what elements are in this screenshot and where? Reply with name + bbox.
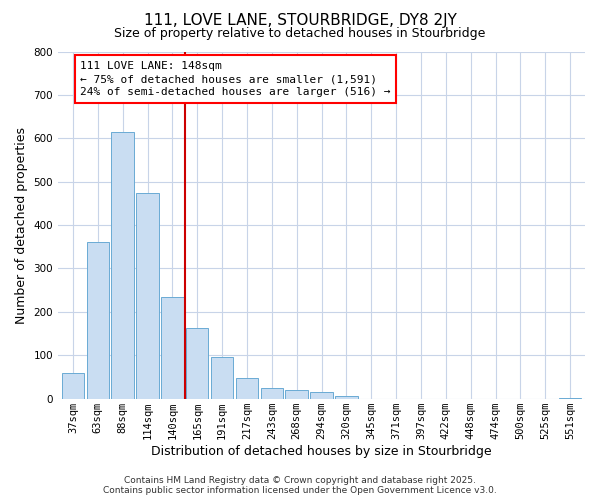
Bar: [62, 372, 84, 398]
Y-axis label: Number of detached properties: Number of detached properties: [15, 126, 28, 324]
Bar: [260, 388, 283, 398]
Bar: [136, 192, 159, 398]
Bar: [186, 328, 208, 398]
Bar: [286, 390, 308, 398]
Text: Contains HM Land Registry data © Crown copyright and database right 2025.: Contains HM Land Registry data © Crown c…: [124, 476, 476, 485]
Bar: [112, 132, 134, 398]
Bar: [86, 242, 109, 398]
Bar: [335, 396, 358, 398]
Bar: [236, 378, 258, 398]
Bar: [211, 356, 233, 399]
Bar: [310, 392, 333, 398]
Bar: [161, 296, 184, 398]
Text: 111, LOVE LANE, STOURBRIDGE, DY8 2JY: 111, LOVE LANE, STOURBRIDGE, DY8 2JY: [143, 12, 457, 28]
Text: 111 LOVE LANE: 148sqm
← 75% of detached houses are smaller (1,591)
24% of semi-d: 111 LOVE LANE: 148sqm ← 75% of detached …: [80, 61, 391, 98]
Text: Size of property relative to detached houses in Stourbridge: Size of property relative to detached ho…: [115, 28, 485, 40]
Text: Contains public sector information licensed under the Open Government Licence v3: Contains public sector information licen…: [103, 486, 497, 495]
X-axis label: Distribution of detached houses by size in Stourbridge: Distribution of detached houses by size …: [151, 444, 492, 458]
